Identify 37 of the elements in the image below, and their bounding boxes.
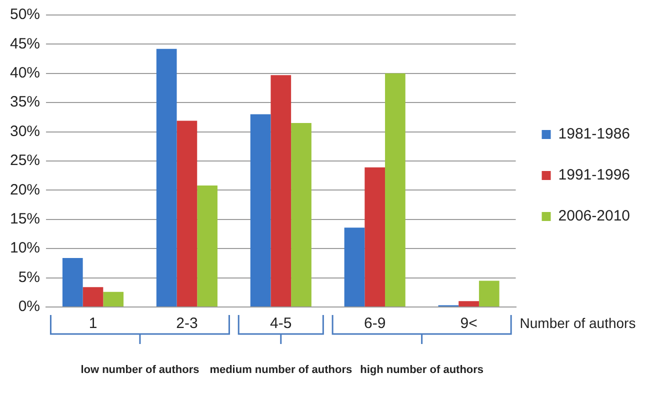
legend-label: 2006-2010 xyxy=(558,208,630,225)
y-tick-label: 25% xyxy=(10,152,40,170)
x-tick-label: 1 xyxy=(88,315,98,332)
bar xyxy=(82,287,104,306)
x-tick-label: 6-9 xyxy=(364,315,386,332)
bar xyxy=(478,280,500,306)
y-tick-label: 30% xyxy=(10,122,40,140)
bar xyxy=(103,292,124,306)
y-tick-label: 20% xyxy=(10,181,40,198)
legend-label: 1981-1986 xyxy=(558,126,630,143)
bar xyxy=(270,75,292,306)
bar xyxy=(291,123,312,306)
x-tick-label: 9< xyxy=(460,315,478,332)
bar xyxy=(156,48,177,306)
x-tick-label: 2-3 xyxy=(176,315,198,332)
y-tick-label: 5% xyxy=(18,268,40,286)
y-tick-label: 50% xyxy=(10,6,40,24)
bar xyxy=(458,301,479,306)
y-tick-label: 15% xyxy=(10,210,40,228)
y-tick-label: 40% xyxy=(10,64,40,82)
y-tick-label: 10% xyxy=(10,240,40,257)
bar xyxy=(364,167,386,306)
bar xyxy=(62,258,83,306)
y-tick-label: 45% xyxy=(10,35,40,52)
bar xyxy=(176,120,198,306)
text: low number of authors xyxy=(80,364,200,376)
bar xyxy=(197,186,218,306)
x-axis-title: Number of authors xyxy=(520,314,636,331)
text: high number of authors xyxy=(360,364,484,376)
text: medium number of authors xyxy=(210,364,352,376)
bar xyxy=(385,73,406,306)
bar xyxy=(250,114,271,306)
x-tick-label: 4-5 xyxy=(270,315,292,332)
legend-label: 1991-1996 xyxy=(558,166,630,184)
y-tick-label: 0% xyxy=(18,298,40,316)
bar xyxy=(344,228,365,306)
y-tick-label: 35% xyxy=(10,94,40,111)
